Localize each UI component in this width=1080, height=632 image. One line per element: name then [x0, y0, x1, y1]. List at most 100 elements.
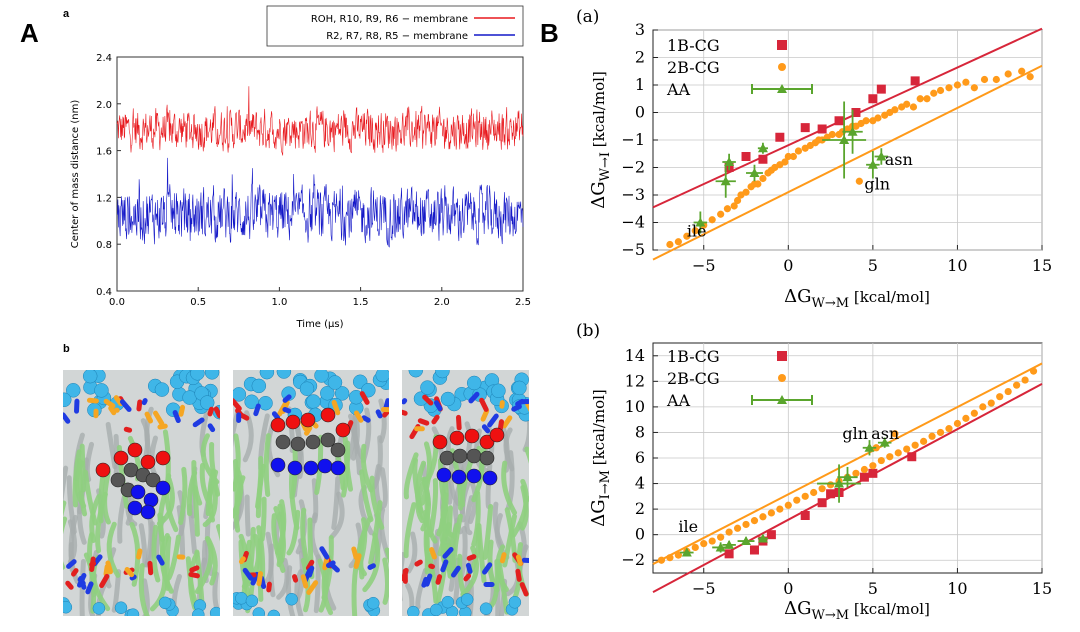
peptide-bead — [114, 451, 128, 465]
sb-legend-label-aa: AA — [666, 391, 691, 410]
sa-xtick-label: −5 — [692, 256, 716, 275]
headgroup-stick — [434, 417, 437, 422]
headgroup-stick — [241, 559, 243, 562]
water-bead — [60, 601, 72, 613]
water-bead — [252, 379, 266, 393]
lipid-tail — [236, 461, 237, 512]
peptide-bead — [306, 435, 320, 449]
peptide-bead — [483, 471, 497, 485]
peptide-bead — [288, 461, 302, 475]
headgroup-stick — [438, 577, 440, 583]
headgroup-stick — [147, 414, 150, 421]
sb-point-2b-cg — [1005, 388, 1012, 395]
sa-ytick-label: 3 — [635, 20, 645, 39]
sb-point-2b-cg — [1013, 382, 1020, 389]
sb-point-2b-cg — [869, 462, 876, 469]
peptide-bead — [467, 469, 481, 483]
sb-point-2b-cg — [937, 429, 944, 436]
headgroup-stick — [89, 400, 96, 401]
lipid-tail — [262, 499, 264, 539]
sb-point-2b-cg — [810, 489, 817, 496]
sa-point-2b-cg — [945, 84, 952, 91]
peptide-bead — [450, 431, 464, 445]
headgroup-stick — [424, 579, 426, 585]
sa-point-2b-cg — [863, 117, 870, 124]
panel-label-B: B — [540, 18, 559, 48]
headgroup-stick — [68, 583, 71, 587]
lipid-tail — [385, 560, 388, 602]
sb-point-2b-cg — [1030, 368, 1037, 375]
sb-point-2b-cg — [768, 509, 775, 516]
peptide-bead — [141, 455, 155, 469]
peptide-bead — [144, 493, 158, 507]
headgroup-stick — [334, 402, 338, 412]
sb-point-1b-cg — [767, 530, 776, 539]
scatter-a-ylabel: ΔGW→I [kcal/mol] — [588, 71, 613, 209]
sb-ytick-label: −2 — [621, 550, 645, 569]
sb-xtick-label: −5 — [692, 579, 716, 598]
timeseries-xtick-label: 1.0 — [271, 297, 287, 308]
sa-point-1b-cg — [742, 152, 751, 161]
sb-point-2b-cg — [726, 529, 733, 536]
headgroup-stick — [216, 409, 219, 416]
sa-point-2b-cg — [993, 76, 1000, 83]
sb-xtick-label: 10 — [947, 579, 967, 598]
water-bead — [190, 366, 204, 380]
scatter-a-xlabel: ΔGW→M [kcal/mol] — [784, 286, 930, 311]
headgroup-stick — [370, 566, 374, 568]
headgroup-stick — [502, 555, 504, 561]
lipid-tail — [260, 541, 261, 600]
sb-point-1b-cg — [801, 511, 810, 520]
water-bead — [57, 393, 71, 407]
sb-point-1b-cg — [860, 473, 869, 482]
headgroup-stick — [458, 417, 459, 428]
peptide-bead — [271, 418, 285, 432]
timeseries-xlabel: Time (μs) — [295, 319, 343, 330]
sa-annotation-ile: ile — [687, 221, 707, 240]
sb-ytick-label: 6 — [635, 448, 645, 467]
sb-xtick-label: 5 — [868, 579, 878, 598]
sb-point-2b-cg — [1021, 376, 1028, 383]
sb-ytick-label: 12 — [625, 371, 645, 390]
headgroup-stick — [92, 564, 94, 565]
water-bead — [407, 606, 419, 618]
sa-point-2b-cg — [815, 136, 822, 143]
sb-point-2b-cg — [658, 557, 665, 564]
sa-point-2b-cg — [891, 106, 898, 113]
sb-point-2b-cg — [954, 420, 961, 427]
peptide-bead — [286, 415, 300, 429]
panel-label-A: A — [20, 18, 39, 48]
headgroup-stick — [417, 562, 420, 564]
headgroup-stick — [466, 576, 469, 579]
lipid-tail — [82, 446, 83, 490]
sa-point-2b-cg — [759, 175, 766, 182]
water-bead — [509, 596, 521, 608]
timeseries-lines — [117, 86, 523, 247]
sb-point-2b-cg — [861, 466, 868, 473]
sb-ytick-label: 8 — [635, 422, 645, 441]
timeseries-xtick-label: 1.5 — [353, 297, 369, 308]
panel-label-a: a — [63, 8, 70, 20]
water-bead — [192, 609, 204, 621]
water-bead — [491, 384, 505, 398]
sb-point-1b-cg — [725, 549, 734, 558]
sb-ytick-label: 0 — [635, 525, 645, 544]
sb-point-2b-cg — [751, 517, 758, 524]
peptide-bead — [321, 408, 335, 422]
headgroup-stick — [468, 565, 470, 571]
headgroup-stick — [274, 414, 277, 418]
peptide-bead — [452, 470, 466, 484]
sa-legend-marker-2b-cg — [778, 63, 786, 71]
sa-point-2b-cg — [795, 147, 802, 154]
sa-fit-2b-cg — [653, 66, 1042, 260]
sb-point-2b-cg — [945, 425, 952, 432]
sa-point-1b-cg — [775, 133, 784, 142]
timeseries-xtick-label: 2.5 — [515, 297, 531, 308]
timeseries-xtick-label: 2.0 — [434, 297, 450, 308]
timeseries-ytick-label: 1.6 — [96, 147, 112, 158]
sb-point-2b-cg — [962, 415, 969, 422]
peptide-bead — [467, 449, 481, 463]
sa-point-2b-cg — [829, 131, 836, 138]
sb-point-2b-cg — [700, 540, 707, 547]
